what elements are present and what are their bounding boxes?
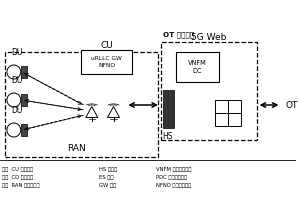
Text: HS: HS (163, 132, 173, 141)
Bar (161, 42, 257, 140)
Text: RAN: RAN (68, 144, 86, 153)
Text: 单元  RAN 无线接入网: 单元 RAN 无线接入网 (2, 184, 40, 188)
Bar (81, 50, 132, 74)
Text: 5G Web: 5G Web (190, 33, 226, 42)
Text: OT: OT (285, 100, 298, 110)
Bar (176, 52, 219, 82)
Text: CU: CU (100, 41, 113, 50)
Bar (21, 94, 27, 106)
Bar (215, 100, 228, 113)
Bar (215, 113, 228, 126)
Bar (21, 66, 27, 78)
Text: HS 主场站: HS 主场站 (99, 168, 117, 172)
Bar (163, 90, 174, 128)
Text: VNFM
DC: VNFM DC (188, 60, 207, 74)
Text: NFNO 网络功能虚拟: NFNO 网络功能虚拟 (156, 184, 191, 188)
Bar (228, 100, 241, 113)
Bar (21, 124, 27, 136)
Text: DU: DU (11, 76, 22, 85)
Text: DU: DU (11, 48, 22, 57)
Text: OT 光纤传输: OT 光纤传输 (163, 31, 194, 38)
Text: ES 储能: ES 储能 (99, 176, 113, 180)
Text: VNFM 虚拟网络功能: VNFM 虚拟网络功能 (156, 168, 191, 172)
Text: 受电  CU 集中单元: 受电 CU 集中单元 (2, 168, 33, 172)
Text: 用电  CD 数据中心: 用电 CD 数据中心 (2, 176, 33, 180)
Bar (5, 52, 158, 157)
Text: uRLLC GW
NFNO: uRLLC GW NFNO (91, 56, 122, 68)
Bar (228, 113, 241, 126)
Text: PDC 电力调度中心: PDC 电力调度中心 (156, 176, 187, 180)
Text: DU: DU (11, 106, 22, 115)
Text: GW 网关: GW 网关 (99, 184, 116, 188)
